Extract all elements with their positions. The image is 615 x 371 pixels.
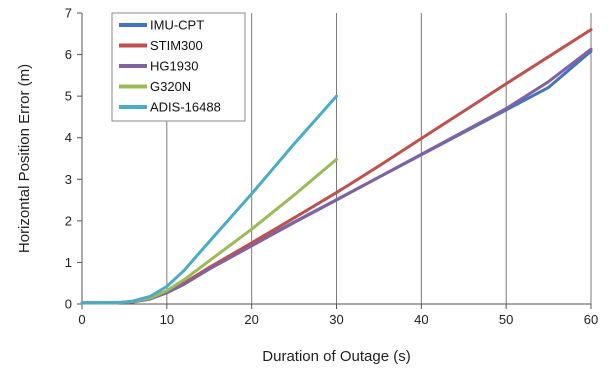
y-axis-title: Horizontal Position Error (m) bbox=[16, 64, 33, 253]
legend-label-adis-16488: ADIS-16488 bbox=[150, 100, 221, 115]
legend-label-imu-cpt: IMU-CPT bbox=[150, 18, 204, 33]
y-tick-label-2: 2 bbox=[65, 213, 72, 228]
y-tick-label-6: 6 bbox=[65, 47, 72, 62]
x-tick-label-2: 20 bbox=[244, 312, 258, 327]
x-tick-label-6: 60 bbox=[584, 312, 598, 327]
x-tick-label-3: 30 bbox=[329, 312, 343, 327]
y-tick-label-4: 4 bbox=[65, 130, 72, 145]
y-tick-label-7: 7 bbox=[65, 6, 72, 21]
legend-box bbox=[111, 12, 246, 122]
legend: IMU-CPT STIM300 HG1930 G320N ADIS-16488 bbox=[111, 12, 246, 122]
x-axis-title: Duration of Outage (s) bbox=[262, 348, 410, 365]
x-tick-label-1: 10 bbox=[160, 312, 174, 327]
y-tick-label-3: 3 bbox=[65, 172, 72, 187]
legend-label-stim300: STIM300 bbox=[150, 38, 203, 53]
y-tick-label-5: 5 bbox=[65, 89, 72, 104]
series-line-g320n bbox=[80, 157, 338, 305]
axes bbox=[77, 12, 592, 309]
series-line-adis-16488 bbox=[80, 94, 338, 305]
tick-labels: 0 1 2 3 4 5 6 7 0 10 20 30 40 50 60 bbox=[65, 6, 598, 328]
y-tick-label-1: 1 bbox=[65, 255, 72, 270]
series-lines bbox=[80, 28, 593, 305]
x-tick-label-5: 50 bbox=[499, 312, 513, 327]
legend-label-hg1930: HG1930 bbox=[150, 59, 198, 74]
x-tick-label-0: 0 bbox=[78, 312, 85, 327]
y-tick-label-0: 0 bbox=[65, 297, 72, 312]
legend-label-g320n: G320N bbox=[150, 79, 191, 94]
x-tick-label-4: 40 bbox=[414, 312, 428, 327]
